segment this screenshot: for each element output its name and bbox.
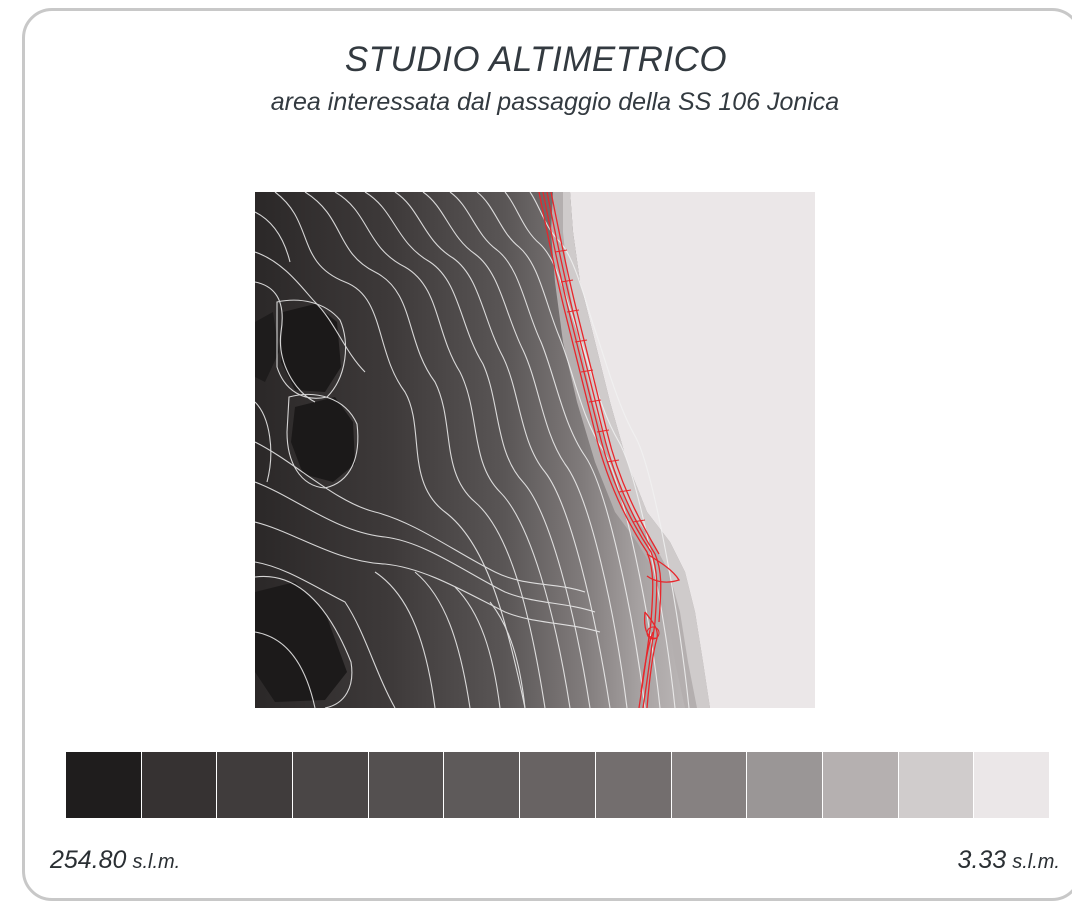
legend-swatch xyxy=(520,752,596,818)
legend-max-unit: s.l.m. xyxy=(132,851,181,873)
legend-max-value: 254.80 xyxy=(50,846,127,874)
road-ticks xyxy=(554,249,660,640)
elevation-legend xyxy=(66,752,1049,818)
legend-swatch xyxy=(898,752,975,818)
legend-swatch xyxy=(444,752,521,818)
highland-patch xyxy=(291,397,355,482)
legend-max-label: 254.80 s.l.m. xyxy=(50,846,180,875)
legend-swatch xyxy=(595,752,672,818)
land-area xyxy=(255,192,710,708)
legend-swatch xyxy=(368,752,445,818)
legend-swatch xyxy=(141,752,218,818)
ss106-road xyxy=(538,192,680,708)
legend-min-value: 3.33 xyxy=(957,846,1007,874)
highland-patch xyxy=(281,304,341,392)
legend-min-unit: s.l.m. xyxy=(1012,851,1060,873)
legend-swatch xyxy=(66,752,142,818)
map-title: STUDIO ALTIMETRICO xyxy=(344,40,728,79)
elevation-map[interactable] xyxy=(255,192,815,708)
legend-swatch xyxy=(747,752,823,818)
legend-swatch xyxy=(293,752,369,818)
highland-patch xyxy=(255,312,279,382)
legend-swatch xyxy=(822,752,899,818)
legend-swatch xyxy=(217,752,294,818)
contour-lines xyxy=(255,192,690,708)
legend-swatch xyxy=(974,752,1049,818)
map-subtitle: area interessata dal passaggio della SS … xyxy=(270,88,840,116)
legend-min-label: 3.33 s.l.m. xyxy=(958,846,1060,875)
legend-swatch xyxy=(671,752,748,818)
